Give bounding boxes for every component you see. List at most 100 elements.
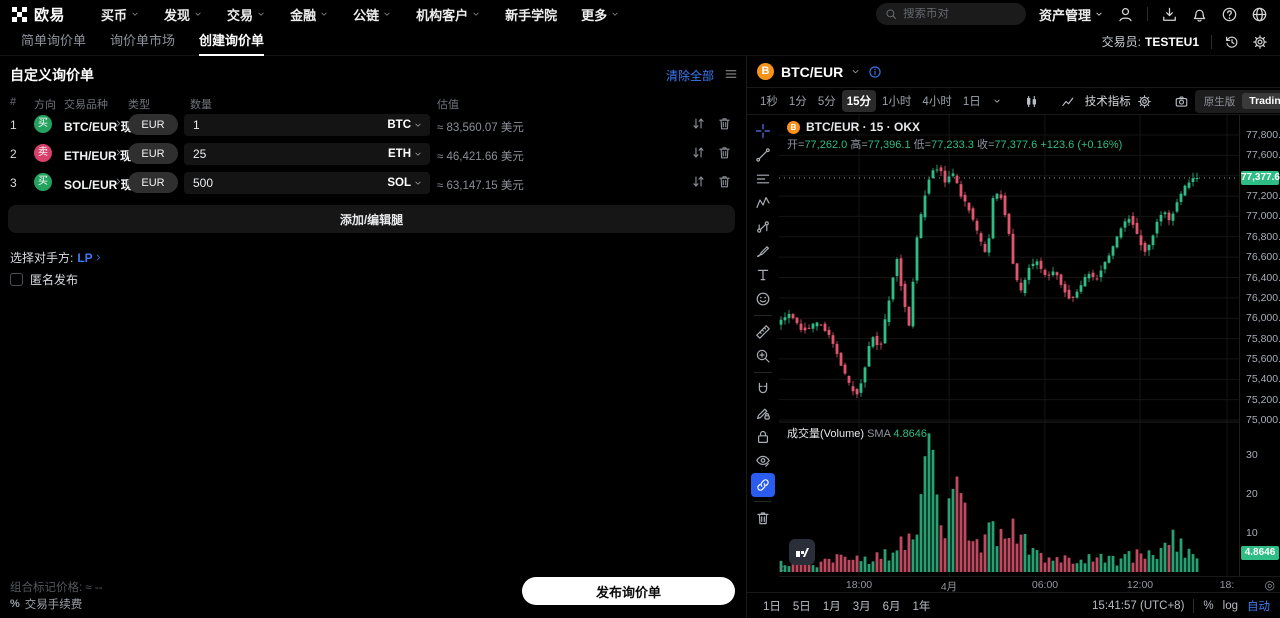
timeframe-item[interactable]: 1小时 <box>882 96 912 108</box>
version-native[interactable]: 原生版 <box>1203 95 1236 108</box>
counterparty-link[interactable]: LP <box>77 251 103 265</box>
eye-tool[interactable] <box>751 449 775 473</box>
text-tool[interactable] <box>751 263 775 287</box>
chart-canvas[interactable]: B BTC/EUR · 15 · OKX 开=77,262.0 高=77,396… <box>779 115 1239 576</box>
nav-item[interactable]: 金融 <box>280 0 339 28</box>
chevron-down-icon[interactable] <box>992 96 1002 106</box>
amount-input[interactable] <box>184 118 388 132</box>
tradingview-watermark[interactable] <box>789 539 815 565</box>
trash-icon[interactable] <box>717 145 732 160</box>
clear-all-link[interactable]: 清除全部 <box>665 69 714 83</box>
zoom-in-tool[interactable] <box>751 344 775 368</box>
scale-log-toggle[interactable]: log <box>1222 599 1238 612</box>
forecast-tool[interactable] <box>751 215 775 239</box>
range-item[interactable]: 3月 <box>852 600 871 613</box>
timeframe-active[interactable]: 15分 <box>841 90 877 112</box>
scale-percent-toggle[interactable]: % <box>1203 599 1214 612</box>
nav-item[interactable]: 机构客户 <box>406 0 491 28</box>
range-item[interactable]: 1月 <box>822 600 841 613</box>
volume-label: 成交量(Volume) <box>787 428 865 440</box>
range-item[interactable]: 6月 <box>882 600 901 613</box>
trash-icon[interactable] <box>717 116 732 131</box>
collapse-pane-icon[interactable]: ‹ <box>780 561 784 575</box>
submit-rfq-button[interactable]: 发布询价单 <box>522 577 735 605</box>
magnet-tool[interactable] <box>751 377 775 401</box>
currency-pill[interactable]: EUR <box>128 143 178 164</box>
download-icon[interactable] <box>1161 6 1178 23</box>
chevron-right-icon[interactable] <box>113 176 124 187</box>
camera-icon[interactable] <box>1174 94 1189 109</box>
user-icon[interactable] <box>1117 6 1134 23</box>
globe-icon[interactable] <box>1251 6 1268 23</box>
version-tradingview[interactable]: TradingView <box>1242 93 1280 109</box>
hlines-tool[interactable] <box>751 167 775 191</box>
tab-item[interactable]: 简单询价单 <box>21 32 87 48</box>
leg-pair[interactable]: BTC/EUR 现货 <box>64 120 145 134</box>
chevron-right-icon[interactable] <box>113 118 124 129</box>
bell-icon[interactable] <box>1191 6 1208 23</box>
leg-pair[interactable]: SOL/EUR 现货 <box>64 178 145 192</box>
anonymous-checkbox[interactable] <box>10 273 23 286</box>
nav-item[interactable]: 公链 <box>343 0 402 28</box>
swap-icon[interactable] <box>691 116 706 131</box>
okx-logo[interactable]: 欧易 <box>12 4 65 25</box>
help-icon[interactable] <box>1221 6 1238 23</box>
unit-selector[interactable]: SOL <box>387 177 430 189</box>
trash-icon[interactable] <box>717 174 732 189</box>
goto-realtime-icon[interactable]: ◎ <box>1264 578 1275 592</box>
nav-item[interactable]: 发现 <box>154 0 213 28</box>
time-axis[interactable]: 18:00 4月 06:00 12:00 18: ◎ <box>779 576 1280 593</box>
assets-label: 资产管理 <box>1038 7 1091 23</box>
currency-pill[interactable]: EUR <box>128 172 178 193</box>
chart-settings-icon[interactable] <box>1137 94 1152 109</box>
leg-pair[interactable]: ETH/EUR 现货 <box>64 149 145 163</box>
trash-tool[interactable] <box>751 506 775 530</box>
range-item[interactable]: 5日 <box>792 600 811 613</box>
nav-item[interactable]: 交易 <box>217 0 276 28</box>
nav-item[interactable]: 买币 <box>91 0 150 28</box>
crosshair-tool[interactable] <box>751 119 775 143</box>
timeframe-item[interactable]: 5分 <box>817 96 836 108</box>
swap-icon[interactable] <box>691 145 706 160</box>
unit-selector[interactable]: BTC <box>387 119 430 131</box>
timeframe-item[interactable]: 4小时 <box>922 96 952 108</box>
timeframe-item[interactable]: 1分 <box>788 96 807 108</box>
tab-active[interactable]: 创建询价单 <box>190 28 273 56</box>
brush-tool[interactable] <box>751 239 775 263</box>
indicators-icon[interactable] <box>1061 94 1076 109</box>
candle-style-icon[interactable] <box>1024 94 1039 109</box>
add-edit-legs-button[interactable]: 添加/编辑腿 <box>8 205 735 233</box>
chevron-down-icon[interactable] <box>850 66 861 77</box>
price-axis[interactable]: 77,800.0 77,600.0 77,200.0 77,000.0 76,800.0… <box>1239 115 1280 576</box>
gear-icon[interactable] <box>1252 34 1268 50</box>
indicators-label[interactable]: 技术指标 <box>1084 96 1131 108</box>
emoji-tool[interactable] <box>751 287 775 311</box>
trend-tool[interactable] <box>751 143 775 167</box>
swap-icon[interactable] <box>691 174 706 189</box>
amount-input[interactable] <box>184 147 388 161</box>
nav-item[interactable]: 新手学院 <box>495 0 567 28</box>
scale-auto-toggle[interactable]: 自动 <box>1247 600 1270 613</box>
timeframe-item[interactable]: 1日 <box>962 96 981 108</box>
timeframe-item[interactable]: 1秒 <box>760 96 778 108</box>
symbol-selector[interactable]: BTC/EUR <box>781 63 844 80</box>
tab-item[interactable]: 询价单市场 <box>110 32 176 48</box>
chevron-right-icon[interactable] <box>113 147 124 158</box>
range-item[interactable]: 1年 <box>912 600 931 613</box>
info-icon[interactable] <box>868 65 882 79</box>
range-item[interactable]: 1日 <box>763 600 781 613</box>
currency-pill[interactable]: EUR <box>128 114 178 135</box>
search-input[interactable] <box>902 8 1003 20</box>
assets-menu[interactable]: 资产管理 <box>1039 5 1104 24</box>
amount-input[interactable] <box>184 176 388 190</box>
draw-lock-tool[interactable] <box>751 401 775 425</box>
search-box[interactable] <box>875 3 1026 25</box>
panel-menu-icon[interactable] <box>724 67 738 81</box>
unit-selector[interactable]: ETH <box>388 148 430 160</box>
lock-tool[interactable] <box>751 425 775 449</box>
link-tool[interactable] <box>751 473 775 497</box>
pattern-tool[interactable] <box>751 191 775 215</box>
nav-item[interactable]: 更多 <box>571 0 630 28</box>
history-icon[interactable] <box>1224 34 1240 50</box>
ruler-tool[interactable] <box>751 320 775 344</box>
